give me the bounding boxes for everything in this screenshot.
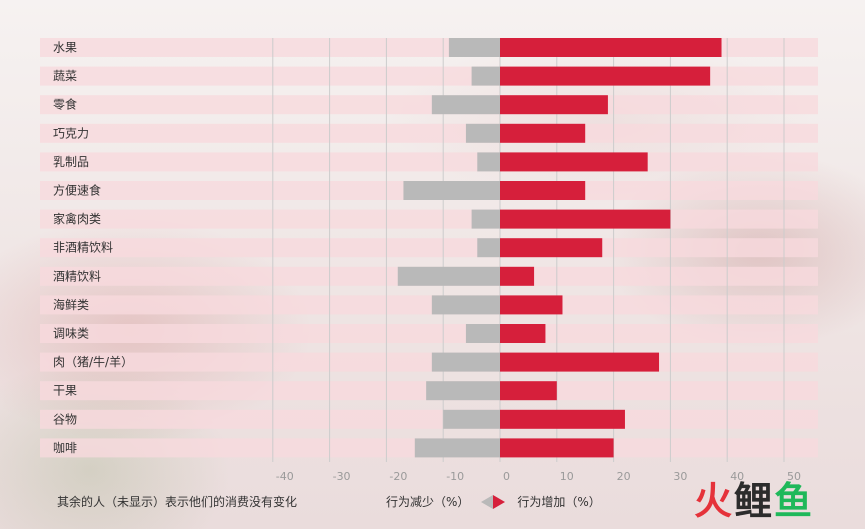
increase-bar <box>500 352 660 372</box>
decrease-bar <box>431 295 500 315</box>
row-stripe <box>40 95 818 115</box>
category-label: 调味类 <box>53 327 89 341</box>
increase-bar <box>500 123 586 143</box>
x-tick-label: 40 <box>730 470 744 483</box>
x-axis-tick-labels: -40 -30 -20 -10 0 10 20 30 40 50 <box>276 470 801 483</box>
increase-bar <box>500 152 648 172</box>
legend: 行为减少（%） 行为增加（%） <box>386 493 601 510</box>
category-label: 水果 <box>53 41 77 55</box>
category-label: 非酒精饮料 <box>53 241 113 255</box>
x-tick-label: -30 <box>333 470 351 483</box>
category-label: 零食 <box>53 97 77 112</box>
watermark-char-2: 鲤 <box>734 478 775 523</box>
decrease-bar <box>471 209 500 229</box>
x-tick-label: 10 <box>560 470 574 483</box>
decrease-bar <box>465 324 500 343</box>
increase-bar <box>500 324 546 343</box>
watermark-logo: 火 鲤 鱼 <box>694 482 814 520</box>
decrease-bar <box>431 95 500 115</box>
category-labels: 水果蔬菜零食巧克力乳制品方便速食家禽肉类非酒精饮料酒精饮料海鲜类调味类肉（猪/牛… <box>53 41 133 455</box>
row-stripe <box>40 238 818 258</box>
row-stripe <box>40 123 818 143</box>
increase-bar <box>500 381 557 401</box>
right-triangle-icon <box>493 494 506 509</box>
x-tick-label: 30 <box>673 470 687 483</box>
x-tick-label: -10 <box>446 470 464 483</box>
increase-bar <box>500 409 625 429</box>
decrease-bar <box>448 38 500 57</box>
category-label: 谷物 <box>53 412 77 426</box>
decrease-bar <box>471 66 500 86</box>
decrease-bar <box>443 409 500 429</box>
increase-bar <box>500 209 671 229</box>
decrease-bar <box>403 181 500 200</box>
decrease-bar <box>426 381 500 401</box>
increase-bar <box>500 38 722 57</box>
watermark-char-1: 火 <box>694 478 735 523</box>
category-label: 干果 <box>53 384 77 398</box>
category-label: 乳制品 <box>53 155 89 169</box>
bars <box>397 38 722 458</box>
increase-bar <box>500 266 535 286</box>
row-stripe <box>40 409 818 429</box>
category-label: 家禽肉类 <box>53 211 101 226</box>
watermark-char-3: 鱼 <box>774 478 815 523</box>
row-stripe <box>40 209 818 229</box>
decrease-bar <box>465 123 500 143</box>
legend-increase-label: 行为增加（%） <box>517 495 601 509</box>
category-label: 方便速食 <box>53 183 101 198</box>
x-tick-label: 20 <box>617 470 631 483</box>
legend-decrease-label: 行为减少（%） <box>386 495 470 509</box>
x-tick-label: 0 <box>503 470 510 483</box>
category-label: 肉（猪/牛/羊） <box>53 354 133 369</box>
row-stripe <box>40 152 818 172</box>
decrease-bar <box>431 352 500 372</box>
decrease-bar <box>397 266 500 286</box>
row-stripe <box>40 295 818 315</box>
increase-bar <box>500 95 608 115</box>
category-label: 酒精饮料 <box>53 269 101 283</box>
x-tick-label: -40 <box>276 470 294 483</box>
x-tick-label: -20 <box>389 470 407 483</box>
category-label: 咖啡 <box>53 440 77 455</box>
increase-bar <box>500 181 586 200</box>
decrease-bar <box>477 152 500 172</box>
row-stripe <box>40 352 818 372</box>
category-label: 巧克力 <box>53 126 89 140</box>
category-label: 蔬菜 <box>53 69 77 83</box>
increase-bar <box>500 238 603 258</box>
row-stripe <box>40 324 818 343</box>
decrease-bar <box>414 438 500 458</box>
increase-bar <box>500 66 711 86</box>
increase-bar <box>500 438 614 458</box>
increase-bar <box>500 295 563 315</box>
left-triangle-icon <box>481 494 494 509</box>
decrease-bar <box>477 238 500 258</box>
category-label: 海鲜类 <box>53 297 89 312</box>
x-tick-label: 50 <box>787 470 801 483</box>
footer-note: 其余的人（未显示）表示他们的消费没有变化 <box>57 495 298 509</box>
